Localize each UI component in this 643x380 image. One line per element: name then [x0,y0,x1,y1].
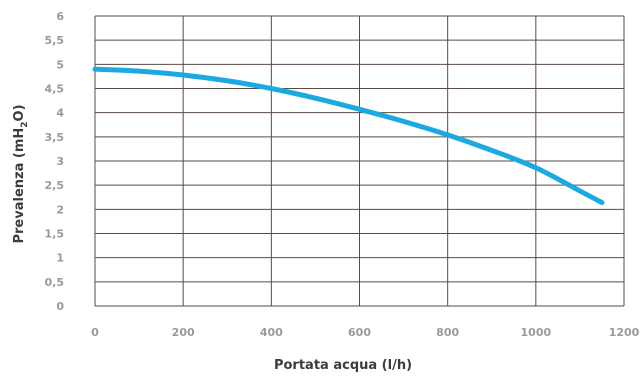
series-group [92,66,605,206]
y-tick-label: 4,5 [45,83,65,96]
grid [94,15,625,307]
x-tick-label: 0 [91,326,99,339]
series-line [92,66,605,206]
y-axis-title-main: Prevalenza (mH [12,128,27,244]
y-axis-title-subscript: 2 [20,121,30,127]
y-tick-label: 0,5 [45,276,65,289]
x-axis-ticks: 0 200 400 600 800 1000 1200 [91,326,639,339]
y-tick-label: 5,5 [45,34,65,47]
y-tick-label: 4 [56,107,64,120]
x-tick-label: 800 [436,326,459,339]
y-axis-title-end: O) [12,104,27,121]
x-axis-title: Portata acqua (l/h) [274,358,412,373]
y-tick-label: 6 [56,10,64,23]
x-tick-label: 1200 [609,326,640,339]
y-tick-label: 2 [56,203,64,216]
x-tick-label: 1000 [521,326,552,339]
y-axis-title: Prevalenza (mH2O) [12,104,30,243]
x-tick-label: 200 [172,326,195,339]
x-tick-label: 600 [348,326,371,339]
y-tick-label: 5 [56,58,64,71]
x-tick-label: 400 [260,326,283,339]
y-tick-label: 1 [56,252,64,265]
y-axis-ticks: 0 0,5 1 1,5 2 2,5 3 3,5 4 4,5 5 5,5 6 [45,10,65,313]
y-tick-label: 3,5 [45,131,65,144]
y-tick-label: 1,5 [45,228,65,241]
y-tick-label: 3 [56,155,64,168]
y-tick-label: 0 [56,300,64,313]
y-tick-label: 2,5 [45,179,65,192]
